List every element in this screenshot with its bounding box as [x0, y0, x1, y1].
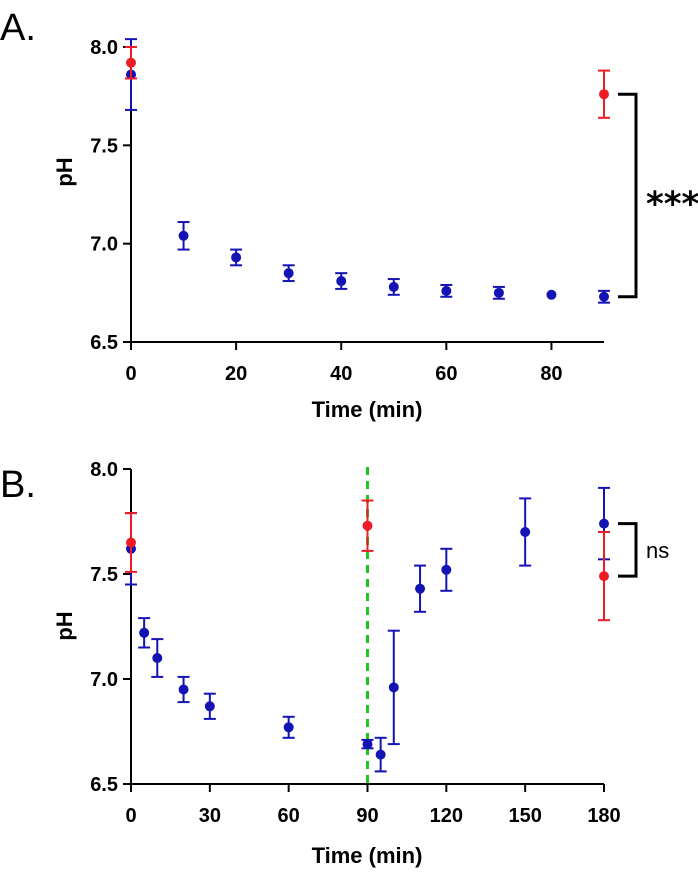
panel-b-series-0-point	[152, 653, 163, 663]
panel-a-chart: A. pH Time (min) 6.5 7.0 7.5 8.0 0 20 40 60 80 **…	[0, 7, 698, 422]
panel-a-x-tick-label: 20	[225, 363, 247, 385]
panel-b-label: B.	[0, 464, 36, 506]
panel-b-series-0-point	[204, 701, 215, 712]
panel-b-series-1-point	[362, 520, 373, 531]
panel-a-x-tick-label: 40	[330, 363, 352, 385]
panel-b-series-1-point	[126, 537, 136, 548]
panel-a-x-axis-title: Time (min)	[312, 397, 423, 422]
panel-b-x-tick-label: 120	[430, 805, 463, 827]
panel-a-x-tick-label: 80	[540, 363, 562, 385]
panel-b-y-tick-label: 6.5	[90, 774, 118, 796]
panel-b-x-tick-label: 90	[356, 805, 378, 827]
panel-b-series-1-point	[599, 571, 609, 582]
panel-a-series-0-point	[336, 276, 347, 287]
panel-a-significance-label: ***	[646, 184, 698, 224]
panel-b-y-tick-label: 8.0	[90, 459, 118, 481]
panel-b-chart: B. pH Time (min) 6.5 7.0 7.5 8.0 0 30 60 90 120 1…	[0, 459, 669, 868]
panel-b-series-0-point	[139, 627, 150, 638]
panel-b-series-0-point	[283, 722, 294, 733]
panel-a-series-0-point	[441, 285, 452, 296]
panel-a-y-tick-label: 7.5	[90, 135, 118, 157]
panel-b-y-tick-label: 7.0	[90, 669, 118, 691]
panel-a-significance-bracket	[618, 92, 638, 299]
panel-b-x-tick-label: 0	[125, 805, 136, 827]
panel-b-series-0-point	[388, 682, 399, 693]
panel-b-series-0-point	[441, 564, 452, 575]
panel-a-series-0-point	[493, 287, 504, 298]
panel-a-series-0-point	[231, 252, 242, 263]
panel-a-y-tick-label: 7.0	[90, 234, 118, 256]
panel-a-series-0-point	[546, 289, 557, 300]
panel-b-y-tick-label: 7.5	[90, 564, 118, 586]
panel-b-series-0-point	[362, 739, 373, 750]
panel-b-x-axis-title: Time (min)	[312, 843, 423, 868]
panel-b-series-0-point	[599, 518, 609, 529]
panel-b-series-0-point	[178, 684, 189, 695]
panel-b-y-axis-title: pH	[52, 611, 77, 640]
panel-a-y-axis-title: pH	[52, 157, 77, 186]
panel-b-x-tick-label: 180	[587, 805, 620, 827]
panel-a-y-tick-label: 8.0	[90, 37, 118, 59]
panel-a-series-1-point	[599, 89, 609, 100]
panel-a-y-tick-label: 6.5	[90, 332, 118, 354]
panel-b-significance-bracket	[618, 522, 638, 578]
panel-a-x-tick-label: 0	[125, 363, 136, 385]
panel-a-label: A.	[0, 7, 36, 49]
panel-a-series-0-point	[283, 268, 294, 279]
panel-a-series-1-point	[126, 57, 136, 68]
panel-b-x-tick-label: 60	[278, 805, 300, 827]
panel-b-series-0-point	[375, 749, 386, 760]
panel-a-series-0-point	[178, 230, 189, 241]
panel-a-series-0-point	[388, 281, 399, 292]
panel-a-x-tick-label: 60	[435, 363, 457, 385]
panel-b-series-0-point	[520, 527, 531, 537]
panel-b-significance-label: ns	[646, 538, 669, 563]
panel-b-x-tick-label: 150	[508, 805, 541, 827]
panel-a-series-0-point	[599, 291, 609, 302]
panel-b-series-0-point	[415, 583, 426, 594]
panel-b-x-tick-label: 30	[199, 805, 221, 827]
